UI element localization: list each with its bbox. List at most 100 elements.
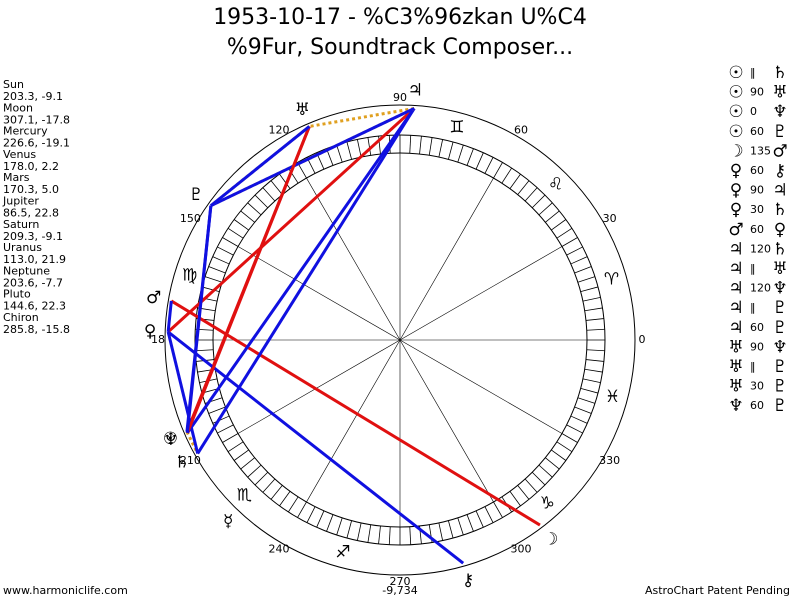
ring-tick xyxy=(517,180,530,195)
planet-coords: 178.0, 2.2 xyxy=(3,160,59,173)
planet-glyph: ♄ xyxy=(174,452,189,472)
degree-label: 150 xyxy=(180,212,201,225)
aspect-p2: ♆ xyxy=(772,102,787,122)
ring-tick xyxy=(448,520,454,539)
ring-tick xyxy=(545,210,560,223)
ring-tick xyxy=(262,187,276,202)
ring-tick xyxy=(409,135,412,154)
aspect-line xyxy=(185,205,213,434)
ring-tick xyxy=(545,457,560,470)
ring-tick xyxy=(428,137,433,156)
aspect-line xyxy=(166,300,173,333)
degree-label: 210 xyxy=(180,454,201,467)
aspect-type: 90 xyxy=(750,184,764,197)
aspect-type: ‖ xyxy=(750,360,756,373)
degree-label: 330 xyxy=(599,454,620,467)
aspect-type: 120 xyxy=(750,242,771,255)
aspect-type: 30 xyxy=(750,380,764,393)
aspect-p1: ♃ xyxy=(728,279,743,299)
zodiac-sign: ♐ xyxy=(335,543,350,563)
planet-name: Chiron xyxy=(3,311,39,324)
aspect-line xyxy=(170,299,541,527)
planet-glyph: ♂ xyxy=(146,288,161,308)
ring-tick xyxy=(227,441,244,452)
planet-coords: 203.3, -9.1 xyxy=(3,90,63,103)
ring-tick xyxy=(531,194,546,209)
aspect-p1: ♃ xyxy=(728,259,743,279)
ring-tick xyxy=(346,141,352,160)
degree-label: 270 xyxy=(390,575,411,588)
aspect-p1: ☉ xyxy=(728,63,743,83)
degree-label: 30 xyxy=(603,212,617,225)
aspect-p2: ♄ xyxy=(772,200,787,220)
ring-tick xyxy=(574,266,592,274)
planet-glyph: ☽ xyxy=(543,529,558,549)
aspect-type: 60 xyxy=(750,164,764,177)
ring-tick xyxy=(419,136,422,155)
ring-tick xyxy=(297,501,307,518)
ring-tick xyxy=(367,524,372,543)
ring-tick xyxy=(222,237,239,247)
aspect-type: 135 xyxy=(750,144,771,157)
aspect-type: ‖ xyxy=(750,66,756,79)
planet-coords: 307.1, -17.8 xyxy=(3,113,70,126)
degree-label: 60 xyxy=(514,123,528,136)
ring-tick xyxy=(247,464,262,478)
ring-tick xyxy=(195,349,214,352)
ring-tick xyxy=(582,296,601,302)
ring-tick xyxy=(493,501,503,518)
ring-tick xyxy=(288,496,299,513)
aspect-line xyxy=(186,125,311,434)
ring-tick xyxy=(556,441,573,452)
aspect-type: 60 xyxy=(750,321,764,334)
ring-tick xyxy=(585,318,604,321)
planet-name: Venus xyxy=(3,148,36,161)
ring-tick xyxy=(484,506,494,523)
ring-tick xyxy=(538,464,553,478)
ring-tick xyxy=(556,228,573,239)
ring-tick xyxy=(306,506,316,523)
degree-label: 90 xyxy=(393,91,407,104)
aspect-type: 120 xyxy=(750,282,771,295)
aspect-p2: ♇ xyxy=(772,396,787,416)
aspect-type: 60 xyxy=(750,223,764,236)
ring-tick xyxy=(208,406,226,414)
spoke xyxy=(306,339,401,503)
planet-glyph: ♇ xyxy=(189,185,204,205)
ring-tick xyxy=(531,471,546,486)
aspect-line xyxy=(167,330,465,565)
aspect-type: 0 xyxy=(750,105,757,118)
ring-tick xyxy=(326,514,334,532)
zodiac-sign: ♌ xyxy=(548,174,563,194)
ring-tick xyxy=(586,328,605,331)
planet-coords: 170.3, 5.0 xyxy=(3,183,59,196)
planet-name: Uranus xyxy=(3,241,42,254)
spoke xyxy=(306,177,401,341)
ring-tick xyxy=(247,202,262,216)
aspect-p1: ☉ xyxy=(728,83,743,103)
aspect-p2: ♇ xyxy=(772,318,787,338)
ring-tick xyxy=(367,137,372,156)
spoke xyxy=(237,339,401,434)
aspect-line xyxy=(196,107,416,455)
aspect-p1: ♀ xyxy=(730,200,742,220)
outer-circle xyxy=(164,104,636,576)
planet-coords: 226.6, -19.1 xyxy=(3,137,70,150)
aspect-p2: ⚷ xyxy=(774,161,786,181)
zodiac-sign: ♓ xyxy=(605,387,620,407)
planet-name: Moon xyxy=(3,101,33,114)
ring-tick xyxy=(217,424,234,434)
ring-tick xyxy=(222,433,239,443)
zodiac-sign: ♍ xyxy=(182,266,197,286)
ring-tick xyxy=(570,415,588,424)
ring-tick xyxy=(254,471,269,486)
zodiac-sign: ♑ xyxy=(540,493,555,513)
planet-glyph: ☉ xyxy=(163,429,178,449)
ring-tick xyxy=(517,485,530,500)
aspect-p2: ♇ xyxy=(772,377,787,397)
ring-tick xyxy=(240,457,255,470)
ring-tick xyxy=(570,256,588,265)
ring-tick xyxy=(524,478,538,493)
aspect-p2: ♇ xyxy=(772,298,787,318)
ring-tick xyxy=(551,219,567,231)
